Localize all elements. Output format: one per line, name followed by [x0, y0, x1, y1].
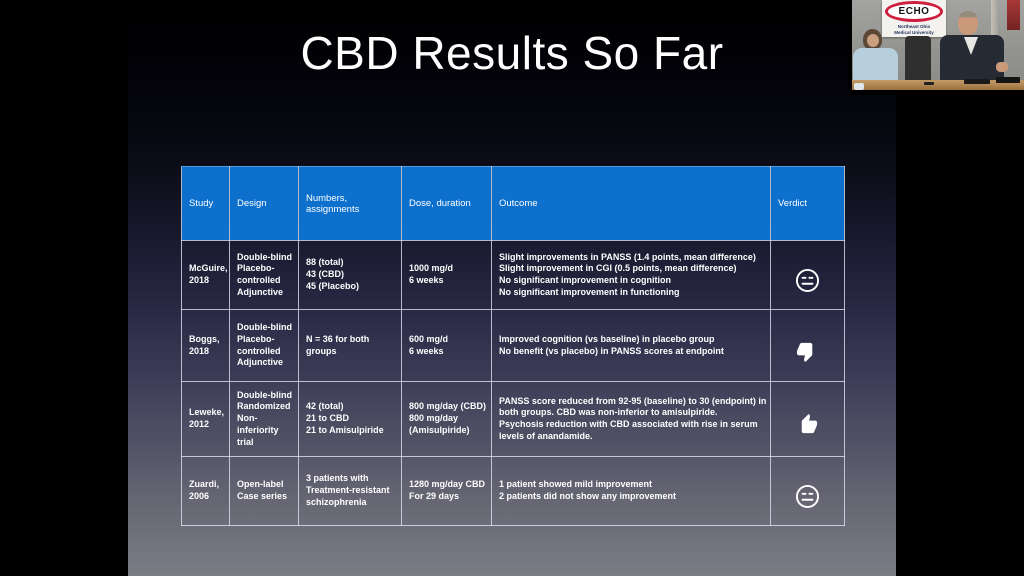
cell-numbers: 88 (total) 43 (CBD) 45 (Placebo): [298, 240, 402, 310]
slide-title: CBD Results So Far: [300, 27, 724, 79]
echo-banner: ECHO Northeast Ohio Medical University: [882, 0, 946, 37]
cell-numbers: N = 36 for both groups: [298, 309, 402, 382]
wall-artwork: [1007, 0, 1020, 30]
cell-dose: 1280 mg/day CBD For 29 days: [401, 456, 492, 526]
laptop-on-table: [996, 77, 1020, 83]
tablet-on-table: [964, 79, 990, 84]
speaker-left-torso: [853, 48, 898, 84]
webcam-video-thumbnail: ECHO Northeast Ohio Medical University: [848, 0, 1024, 95]
thumbs-up-icon: [801, 414, 818, 434]
cell-design: Double-blind Randomized Non-inferiority …: [229, 381, 299, 457]
cup-on-table: [854, 83, 864, 90]
cell-study: McGuire, 2018: [181, 240, 230, 310]
cell-dose: 1000 mg/d 6 weeks: [401, 240, 492, 310]
neutral-face-icon: [795, 485, 820, 509]
echo-logo-text: ECHO: [898, 6, 930, 17]
presentation-slide: CBD Results So Far Study Design Numbers,…: [128, 0, 896, 576]
speaker-right-hand: [996, 62, 1008, 72]
cell-design: Double-blind Placebo- controlled Adjunct…: [229, 309, 299, 382]
header-study: Study: [181, 166, 230, 241]
office-chair: [905, 36, 931, 84]
header-outcome: Outcome: [491, 166, 771, 241]
thumbs-down-icon: [796, 342, 813, 362]
table-row-boggs: Boggs, 2018 Double-blind Placebo- contro…: [181, 309, 845, 382]
cbd-studies-table: Study Design Numbers, assignments Dose, …: [181, 166, 845, 526]
speaker-right-head: [958, 11, 978, 35]
cell-study: Leweke, 2012: [181, 381, 230, 457]
conference-table: [852, 80, 1024, 90]
cell-numbers: 3 patients with Treatment-resistant schi…: [298, 456, 402, 526]
cell-design: Open-label Case series: [229, 456, 299, 526]
table-row-zuardi: Zuardi, 2006 Open-label Case series 3 pa…: [181, 456, 845, 526]
cell-dose: 800 mg/day (CBD) 800 mg/day (Amisulpirid…: [401, 381, 492, 457]
table-row-mcguire: McGuire, 2018 Double-blind Placebo- cont…: [181, 240, 845, 310]
cell-verdict: [770, 240, 845, 310]
header-design: Design: [229, 166, 299, 241]
cell-verdict: [770, 381, 845, 457]
cell-study: Boggs, 2018: [181, 309, 230, 382]
echo-logo: ECHO: [885, 1, 943, 22]
cell-outcome: Improved cognition (vs baseline) in plac…: [491, 309, 771, 382]
neutral-face-icon: [795, 269, 820, 293]
table-row-leweke: Leweke, 2012 Double-blind Randomized Non…: [181, 381, 845, 457]
header-dose: Dose, duration: [401, 166, 492, 241]
cell-outcome: Slight improvements in PANSS (1.4 points…: [491, 240, 771, 310]
header-numbers: Numbers, assignments: [298, 166, 402, 241]
speaker-left-face: [867, 34, 879, 47]
table-header-row: Study Design Numbers, assignments Dose, …: [181, 166, 845, 241]
cell-numbers: 42 (total) 21 to CBD 21 to Amisulpiride: [298, 381, 402, 457]
cell-verdict: [770, 456, 845, 526]
cell-outcome: 1 patient showed mild improvement 2 pati…: [491, 456, 771, 526]
cell-design: Double-blind Placebo- controlled Adjunct…: [229, 240, 299, 310]
phone-on-table: [924, 82, 934, 85]
header-verdict: Verdict: [770, 166, 845, 241]
cell-study: Zuardi, 2006: [181, 456, 230, 526]
echo-logo-subtext: Northeast Ohio Medical University: [894, 24, 934, 35]
cell-verdict: [770, 309, 845, 382]
cell-outcome: PANSS score reduced from 92-95 (baseline…: [491, 381, 771, 457]
cell-dose: 600 mg/d 6 weeks: [401, 309, 492, 382]
